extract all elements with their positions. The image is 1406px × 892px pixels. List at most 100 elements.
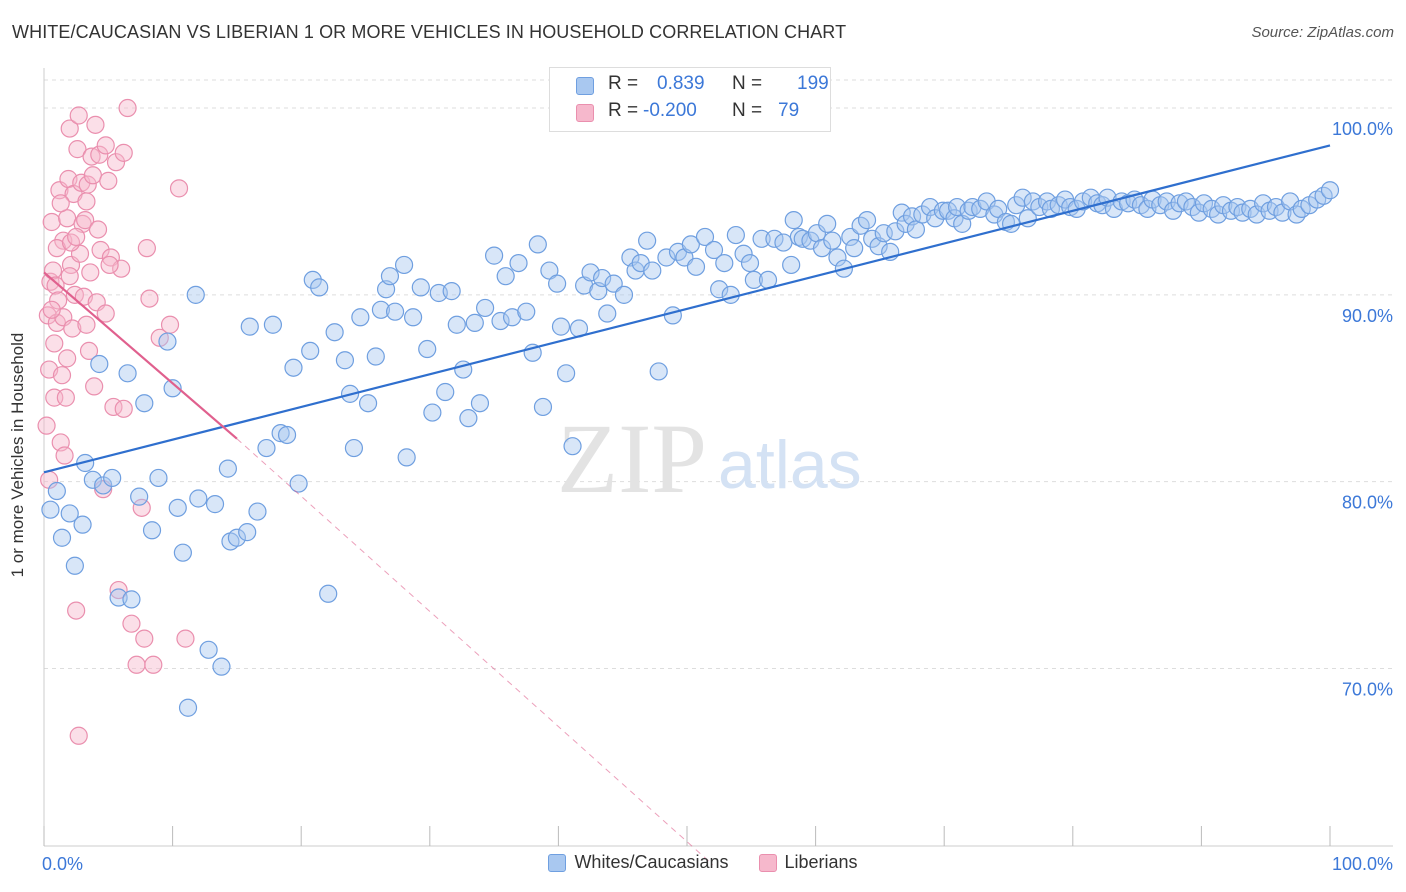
stats-n-value-whites: 199 xyxy=(797,73,829,94)
white-point xyxy=(649,362,668,381)
liberian-point xyxy=(88,220,108,239)
white-point xyxy=(744,270,763,290)
white-point xyxy=(695,227,715,247)
liberian-point xyxy=(109,580,128,600)
white-point xyxy=(199,640,218,659)
white-point xyxy=(418,339,437,359)
white-point xyxy=(238,523,257,542)
white-point xyxy=(710,280,729,299)
white-point xyxy=(319,584,338,603)
white-point xyxy=(551,317,571,336)
white-point xyxy=(818,214,837,233)
white-point xyxy=(581,263,600,282)
white-point xyxy=(812,239,832,258)
liberian-point xyxy=(60,267,79,286)
white-point xyxy=(277,425,297,445)
liberian-point xyxy=(114,399,133,418)
white-point xyxy=(752,229,771,248)
white-point xyxy=(1164,201,1183,220)
white-point xyxy=(643,261,662,280)
liberian-point xyxy=(96,304,115,323)
white-point xyxy=(517,302,536,321)
white-point xyxy=(841,227,860,247)
white-point xyxy=(845,239,864,258)
white-point xyxy=(380,267,400,286)
white-point xyxy=(1287,205,1306,224)
white-point xyxy=(614,285,634,304)
white-point xyxy=(189,489,208,508)
white-point xyxy=(447,315,466,334)
white-point xyxy=(470,394,490,413)
white-point xyxy=(598,304,617,323)
white-point xyxy=(686,257,706,276)
y-tick-label: 100.0% xyxy=(1332,119,1393,139)
white-point xyxy=(90,354,109,374)
white-point xyxy=(886,222,905,241)
liberian-point xyxy=(58,349,77,368)
liberian-point xyxy=(68,140,87,159)
white-point xyxy=(938,201,958,220)
liberian-points xyxy=(37,98,195,745)
white-points xyxy=(41,181,1340,717)
axes xyxy=(43,68,1393,847)
liberian-point xyxy=(160,315,180,334)
trend-line-liberians-extension xyxy=(236,438,714,866)
legend-swatch-whites xyxy=(548,853,567,872)
white-point xyxy=(740,253,760,273)
white-point xyxy=(442,282,461,301)
white-point xyxy=(118,364,137,383)
trend-line-liberians xyxy=(43,271,238,440)
watermark-zip: ZIP xyxy=(557,403,707,514)
white-point xyxy=(344,438,364,458)
white-point xyxy=(1320,181,1340,200)
liberian-point xyxy=(81,263,100,282)
x-tick-label-max: 100.0% xyxy=(1332,854,1393,874)
white-point xyxy=(774,233,793,252)
liberian-point xyxy=(132,498,151,517)
liberian-point xyxy=(77,315,96,334)
white-point xyxy=(186,285,205,304)
white-point xyxy=(681,235,700,254)
white-point xyxy=(65,556,84,575)
stats-n-value-liberians: 79 xyxy=(778,100,800,121)
y-tick-label: 80.0% xyxy=(1342,493,1393,513)
white-point xyxy=(227,528,246,547)
liberian-point xyxy=(56,388,75,407)
liberian-point xyxy=(114,143,133,162)
liberian-point xyxy=(127,655,146,674)
white-point xyxy=(257,438,276,458)
white-point xyxy=(947,197,967,217)
gridlines xyxy=(44,79,1394,670)
white-point xyxy=(142,521,162,540)
white-point xyxy=(163,379,182,398)
white-point xyxy=(734,244,753,263)
liberian-point xyxy=(99,171,118,190)
white-point xyxy=(496,267,515,286)
white-point xyxy=(351,308,370,327)
liberian-point xyxy=(45,334,64,353)
liberian-point xyxy=(67,601,86,620)
source-label: Source: ZipAtlas.com xyxy=(1251,24,1394,41)
watermark-atlas: atlas xyxy=(718,427,862,503)
stats-r-label-whites: R = xyxy=(608,73,639,94)
white-point xyxy=(663,306,682,325)
white-point xyxy=(459,409,478,428)
white-point xyxy=(403,308,423,327)
legend-swatch-liberians xyxy=(758,853,777,872)
white-point xyxy=(371,300,391,319)
white-point xyxy=(212,657,231,676)
liberian-point xyxy=(112,259,131,278)
white-point xyxy=(149,468,168,488)
liberian-point xyxy=(83,166,102,185)
liberian-point xyxy=(55,446,74,465)
liberian-point xyxy=(65,285,84,304)
y-tick-label: 70.0% xyxy=(1342,680,1393,700)
white-point xyxy=(857,211,877,230)
white-point xyxy=(765,229,784,248)
white-point xyxy=(248,502,267,521)
liberian-point xyxy=(140,289,159,308)
series-legend: Whites/Caucasians Liberians xyxy=(0,852,1406,873)
x-tick-label-min: 0.0% xyxy=(42,854,83,874)
white-point xyxy=(240,317,259,336)
